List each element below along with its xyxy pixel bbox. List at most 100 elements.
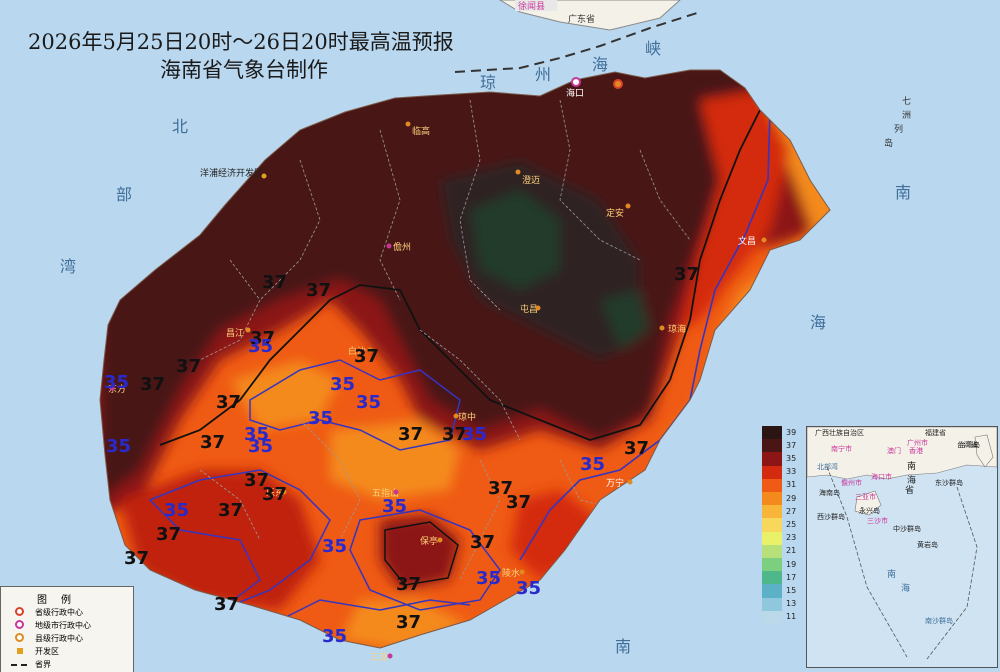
legend-value-label: 23 (786, 533, 797, 543)
isotherm-label-37: 37 (200, 432, 225, 453)
isotherm-label-35: 35 (104, 372, 129, 393)
province-border-icon (11, 664, 27, 666)
isotherm-label-35: 35 (248, 436, 273, 457)
island-temperature-field (100, 70, 830, 648)
provincial-capital-icon (15, 607, 24, 616)
inset-sea-char-2: 海 (907, 474, 916, 486)
isotherm-label-35: 35 (356, 392, 381, 413)
map-key-label: 地级市行政中心 (35, 621, 91, 630)
legend-swatch (762, 531, 782, 546)
place-haikou: 海口 (566, 87, 584, 99)
legend-swatch (762, 597, 782, 612)
south-sea-char-1: 南 (895, 183, 911, 202)
legend-value-label: 11 (786, 612, 797, 622)
color-scale-legend (762, 426, 798, 625)
forecast-title: 2026年5月25日20时～26日20时最高温预报 (28, 30, 454, 54)
isotherm-label-35: 35 (322, 536, 347, 557)
place-yangpu: 洋浦经济开发区 (200, 167, 263, 179)
svg-text:列: 列 (894, 123, 903, 135)
isotherm-label-37: 37 (216, 392, 241, 413)
isotherm-label-35: 35 (164, 500, 189, 521)
isotherm-35-ledong (349, 509, 501, 611)
legend-value-label: 35 (786, 454, 797, 463)
beibu-char-1: 北 (172, 117, 188, 136)
legend-value-label: 13 (786, 599, 797, 609)
inset-haikou: 海口市 (871, 472, 892, 481)
isotherm-label-37: 37 (398, 424, 423, 445)
inset-sanya: 三亚市 (855, 492, 876, 501)
south-sea-bottom: 南 (615, 637, 631, 656)
inset-guangzhou: 广州市 (907, 438, 928, 447)
isotherm-label-37: 37 (442, 424, 467, 445)
inset-macao: 澳门 (887, 446, 901, 455)
legend-value-label: 17 (786, 572, 797, 582)
sea-boundary-north (454, 11, 701, 73)
provincial-capital-icon (613, 79, 623, 89)
place-sanya: 三亚 (370, 652, 388, 663)
place-qionghai: 琼海 (668, 323, 686, 335)
legend-swatch (762, 544, 782, 559)
inset-prov-char: 省 (905, 484, 914, 496)
isotherm-label-37: 37 (396, 612, 421, 633)
isotherm-label-37: 37 (244, 470, 269, 491)
inset-map-canvas: 广西壮族自治区 福建省 广州市 台湾省 南宁市 澳门 香港 台湾岛 北部湾 海口… (807, 427, 997, 660)
isotherm-label-35: 35 (106, 436, 131, 457)
inset-map: 广西壮族自治区 福建省 广州市 台湾省 南宁市 澳门 香港 台湾岛 北部湾 海口… (806, 426, 998, 668)
map-key-label: 开发区 (35, 647, 59, 656)
place-lingshui: 陵水 (502, 567, 520, 579)
development-zone-icon (17, 648, 23, 654)
legend-swatch (762, 610, 782, 625)
legend-value-label: 33 (786, 467, 797, 477)
inset-guangxi: 广西壮族自治区 (815, 428, 864, 437)
map-key: 图例 省级行政中心 地级市行政中心 县级行政中心 开发区省界 (0, 586, 134, 672)
legend-value-label: 27 (786, 506, 797, 516)
isotherm-label-35: 35 (330, 374, 355, 395)
isotherm-label-35: 35 (580, 454, 605, 475)
inset-sea-char-3: 海 (901, 582, 910, 594)
county-center-icon (15, 633, 24, 642)
legend-swatch (762, 505, 782, 519)
svg-text:岛: 岛 (884, 137, 893, 149)
map-key-label: 省级行政中心 (35, 608, 83, 617)
city-markers (109, 77, 767, 659)
strait-char-4: 峡 (645, 39, 661, 58)
legend-swatch (762, 452, 782, 467)
legend-swatch (762, 465, 782, 480)
island-outline (99, 69, 831, 649)
map-key-label: 县级行政中心 (35, 634, 83, 643)
isotherm-label-37: 37 (124, 548, 149, 569)
isotherm-37-ledong (384, 521, 459, 586)
map-key-label: 省界 (35, 660, 51, 669)
south-sea-char-2: 海 (810, 313, 826, 332)
inset-south-char: 南 (887, 568, 896, 580)
inset-zhongsha: 中沙群岛 (893, 524, 921, 533)
qizhou-label: 七 洲 列 岛 (884, 96, 911, 149)
legend-swatch (762, 478, 782, 493)
inset-nanning: 南宁市 (831, 444, 852, 453)
place-guangdong: 广东省 (568, 13, 595, 25)
inset-hainan-island: 海南岛 (819, 488, 840, 497)
inset-nansha: 南沙群岛 (925, 616, 953, 625)
isotherm-label-37: 37 (396, 574, 421, 595)
legend-value-label: 15 (786, 586, 797, 595)
svg-text:洲: 洲 (902, 110, 911, 121)
place-wanning: 万宁 (606, 477, 624, 489)
isotherm-label-35: 35 (516, 578, 541, 599)
place-xuwen: 徐闻县 (518, 0, 545, 12)
isotherm-label-37: 37 (262, 272, 287, 293)
map-key-title: 图例 (37, 595, 85, 606)
isotherm-35-south (148, 469, 331, 611)
legend-value-label: 19 (786, 559, 797, 569)
haikou-marker-icon (571, 77, 581, 87)
isotherm-label-35: 35 (476, 568, 501, 589)
inset-taiwan: 台湾省 (957, 440, 978, 449)
legend-value-label: 37 (786, 440, 797, 450)
place-baoting: 保亭 (420, 535, 438, 547)
inset-sansha: 三沙市 (867, 516, 888, 525)
legend-swatch (762, 492, 782, 506)
place-wuzhishan: 五指山 (372, 487, 399, 499)
sea-labels: 琼 州 海 峡 北 部 湾 南 海 南 (60, 39, 911, 656)
strait-char-1: 琼 (480, 73, 496, 92)
forecast-issuer: 海南省气象台制作 (160, 58, 328, 82)
